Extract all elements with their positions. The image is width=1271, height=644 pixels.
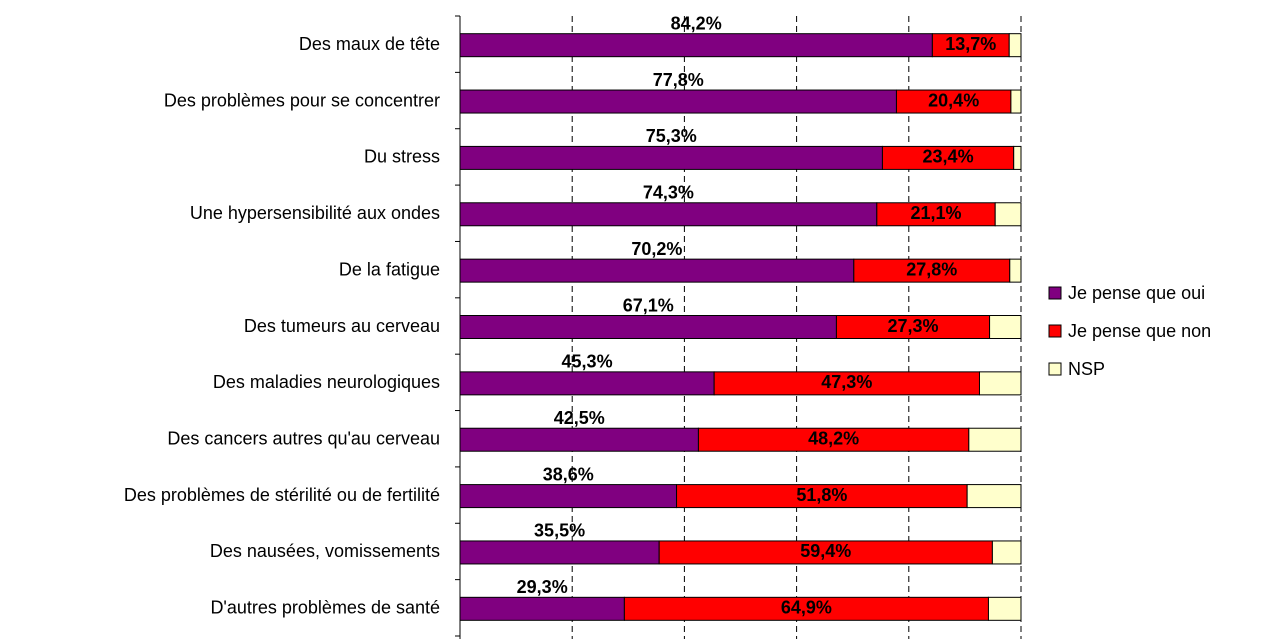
data-label: 47,3% [821,372,872,392]
bar-segment [459,484,678,509]
bar-segment [459,33,933,58]
data-label: 48,2% [808,428,859,448]
bar-segment [459,427,699,452]
y-tick-label: Des maladies neurologiques [213,372,440,392]
bar-segment [966,484,1022,509]
data-label: 35,5% [534,521,585,541]
data-label: 29,3% [517,577,568,597]
y-tick-label: Des nausées, vomissements [210,541,440,561]
data-label: 27,3% [887,316,938,336]
bar-segment [1013,145,1022,170]
data-label: 42,5% [554,408,605,428]
bar-segment [459,596,625,621]
bar-segment [459,315,837,339]
bar-segment [987,596,1022,621]
y-tick-label: De la fatigue [339,259,440,279]
data-label: 45,3% [562,352,613,372]
data-label: 20,4% [928,90,979,110]
data-label: 77,8% [653,70,704,90]
y-tick-label: Des problèmes de stérilité ou de fertili… [124,485,440,505]
bar-segment [1010,89,1022,114]
data-label: 74,3% [643,183,694,203]
bar-segment [459,258,855,283]
data-label: 64,9% [781,598,832,618]
data-label: 51,8% [796,485,847,505]
data-label: 84,2% [671,13,722,33]
bar-segment [1009,258,1022,283]
bar-segment [459,540,660,565]
y-tick-label: D'autres problèmes de santé [210,598,440,618]
bar-segment [1008,33,1022,58]
y-tick-label: Des tumeurs au cerveau [244,316,440,336]
y-tick-label: Des maux de tête [299,34,440,54]
bar-segment [991,540,1022,565]
data-label: 67,1% [623,295,674,315]
y-tick-label: Du stress [364,147,440,167]
data-label: 59,4% [800,541,851,561]
bar-segment [994,202,1022,227]
bar-segment [459,371,715,396]
bar-segment [459,89,897,114]
data-label: 27,8% [906,259,957,279]
data-label: 38,6% [543,464,594,484]
data-label: 21,1% [910,203,961,223]
legend-label: Je pense que oui [1068,283,1205,303]
legend-swatch [1048,324,1062,338]
bar-segment [989,315,1022,339]
bar-segment [968,427,1022,452]
legend-swatch [1048,362,1062,376]
bar-segment [459,202,878,227]
data-label: 23,4% [923,147,974,167]
bar-segment [978,371,1022,396]
data-label: 75,3% [646,126,697,146]
bar-segment [459,145,883,170]
legend-label: NSP [1068,359,1105,379]
y-tick-label: Une hypersensibilité aux ondes [190,203,440,223]
data-label: 70,2% [631,239,682,259]
data-label: 13,7% [945,34,996,54]
legend-swatch [1048,286,1062,300]
legend-label: Je pense que non [1068,321,1211,341]
y-tick-label: Des cancers autres qu'au cerveau [167,428,440,448]
y-tick-label: Des problèmes pour se concentrer [164,90,440,110]
